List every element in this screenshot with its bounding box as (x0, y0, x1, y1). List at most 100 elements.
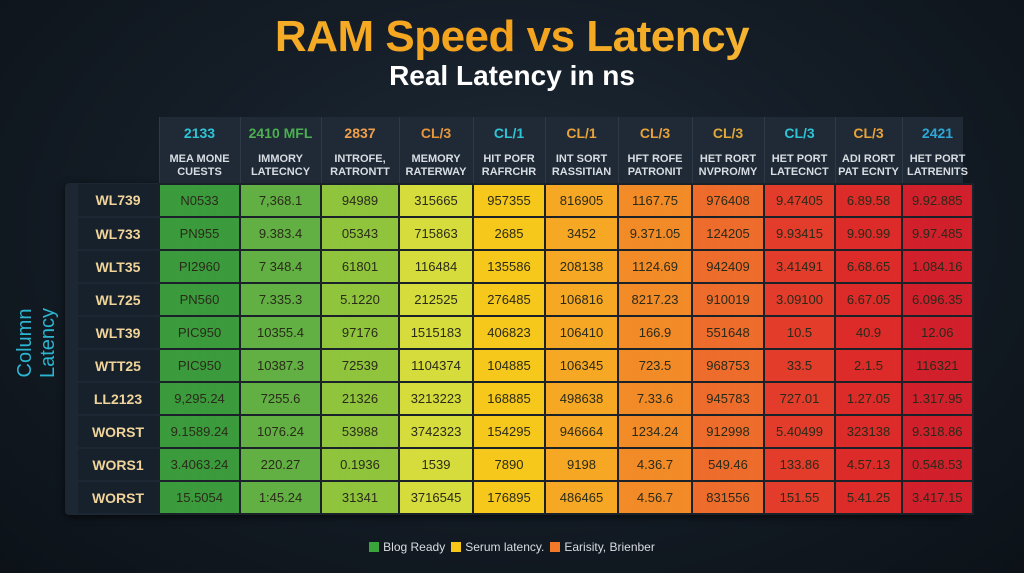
table-cell: 133.86 (763, 447, 836, 482)
column-label-line: MEA MONE (169, 152, 230, 165)
table-row: WORST 15.5054 1:45.24 31341 3716545 176895 486… (78, 480, 974, 515)
table-cell: 7,368.1 (239, 183, 322, 218)
table-cell: 33.5 (763, 348, 836, 383)
table-cell: 1515183 (398, 315, 474, 350)
table-cell: 551648 (691, 315, 765, 350)
table-cell: 4.56.7 (617, 480, 693, 515)
table-cell: 7 348.4 (239, 249, 322, 284)
column-label-header: HET PORT LATECNCT (763, 148, 835, 184)
row-label: WL739 (78, 184, 159, 218)
column-speed-header: CL/3 (763, 117, 835, 148)
column-label-line: LATRENITS (907, 165, 968, 178)
table-cell: 166.9 (617, 315, 693, 350)
legend: Blog Ready Serum latency. Earisity, Brienb… (0, 540, 1024, 554)
table-cell: 1104374 (398, 348, 474, 383)
table-cell: 212525 (398, 282, 474, 317)
table-cell: 3.417.15 (901, 480, 974, 515)
table-cell: 31341 (320, 480, 400, 515)
column-speed-header: 2837 (320, 117, 399, 148)
column-speed-header: CL/3 (398, 117, 473, 148)
table-cell: 106410 (544, 315, 619, 350)
column-label-line: LATECNCT (770, 165, 829, 178)
column-speed-header: CL/3 (691, 117, 764, 148)
table-cell: 124205 (691, 216, 765, 251)
table-cell: 151.55 (763, 480, 836, 515)
table-cell: 727.01 (763, 381, 836, 416)
table-cell: 106816 (544, 282, 619, 317)
table-cell: 816905 (544, 183, 619, 218)
column-label-line: RATRONTT (330, 165, 390, 178)
table-cell: PIC950 (158, 315, 241, 350)
table-cell: 3742323 (398, 414, 474, 449)
table-cell: 1.317.95 (901, 381, 974, 416)
table-cell: 1:45.24 (239, 480, 322, 515)
table-cell: 9,295.24 (158, 381, 241, 416)
column-label-line: CUESTS (177, 165, 222, 178)
table-row: WORS1 3.4063.24 220.27 0.1936 1539 7890 9198 4.… (78, 447, 974, 482)
table-cell: 0.548.53 (901, 447, 974, 482)
table-cell: N0533 (158, 183, 241, 218)
legend-item: Blog Ready (369, 540, 445, 554)
table-cell: 176895 (472, 480, 546, 515)
column-label-header: ADI RORT PAT ECNTY (834, 148, 902, 184)
column-label-header: IMMORY LATECNCY (239, 148, 321, 184)
table-cell: 6.68.65 (834, 249, 903, 284)
column-label-line: HFT ROFE (627, 152, 683, 165)
table-cell: 208138 (544, 249, 619, 284)
column-label-line: ADI RORT (841, 152, 896, 165)
table-cell: 61801 (320, 249, 400, 284)
table-cell: 486465 (544, 480, 619, 515)
corner-cell (78, 148, 159, 184)
column-speed-header: CL/1 (472, 117, 545, 148)
row-label: WORST (78, 481, 159, 515)
table-cell: 4.57.13 (834, 447, 903, 482)
table-cell: 5.1220 (320, 282, 400, 317)
column-speed-header: CL/3 (834, 117, 902, 148)
table-cell: 1167.75 (617, 183, 693, 218)
row-label: WL725 (78, 283, 159, 317)
column-label-line: NVPRO/MY (698, 165, 758, 178)
column-label-header: HFT ROFE PATRONIT (617, 148, 692, 184)
table-cell: 912998 (691, 414, 765, 449)
table-row: WTT25 PIC950 10387.3 72539 1104374 104885 1063… (78, 348, 974, 383)
table-cell: 9.383.4 (239, 216, 322, 251)
table-cell: 1076.24 (239, 414, 322, 449)
table-cell: 1.27.05 (834, 381, 903, 416)
column-label-header: MEA MONE CUESTS (158, 148, 240, 184)
column-speed-header: CL/3 (617, 117, 692, 148)
table-cell: 9.47405 (763, 183, 836, 218)
table-cell: 957355 (472, 183, 546, 218)
chart-title: RAM Speed vs Latency (0, 12, 1024, 62)
row-label: WL733 (78, 217, 159, 251)
table-cell: 2.1.5 (834, 348, 903, 383)
table-cell: 7.33.6 (617, 381, 693, 416)
table-cell: 7890 (472, 447, 546, 482)
table-cell: 4.36.7 (617, 447, 693, 482)
column-speed-header: 2410 MFL (239, 117, 321, 148)
column-label-line: INT SORT (555, 152, 608, 165)
column-speed-header: 2421 (901, 117, 973, 148)
table-cell: 910019 (691, 282, 765, 317)
table-cell: 3.09100 (763, 282, 836, 317)
table-cell: 942409 (691, 249, 765, 284)
table-cell: 3.41491 (763, 249, 836, 284)
legend-swatch (369, 542, 380, 552)
table-cell: 10355.4 (239, 315, 322, 350)
column-label-line: LATECNCY (250, 165, 311, 178)
table-cell: 6.89.58 (834, 183, 903, 218)
table-cell: 406823 (472, 315, 546, 350)
table-cell: 1234.24 (617, 414, 693, 449)
column-label-header: INT SORT RASSITIAN (544, 148, 618, 184)
table-cell: 323138 (834, 414, 903, 449)
table-cell: 968753 (691, 348, 765, 383)
table-cell: 10387.3 (239, 348, 322, 383)
column-label-header: HET PORT LATRENITS (901, 148, 973, 184)
table-cell: 5.41.25 (834, 480, 903, 515)
table-cell: 1.084.16 (901, 249, 974, 284)
table-cell: 276485 (472, 282, 546, 317)
legend-swatch (451, 542, 462, 552)
column-label-line: HIT POFR (483, 152, 535, 165)
table-cell: 05343 (320, 216, 400, 251)
table-cell: PN955 (158, 216, 241, 251)
table-cell: PI2960 (158, 249, 241, 284)
